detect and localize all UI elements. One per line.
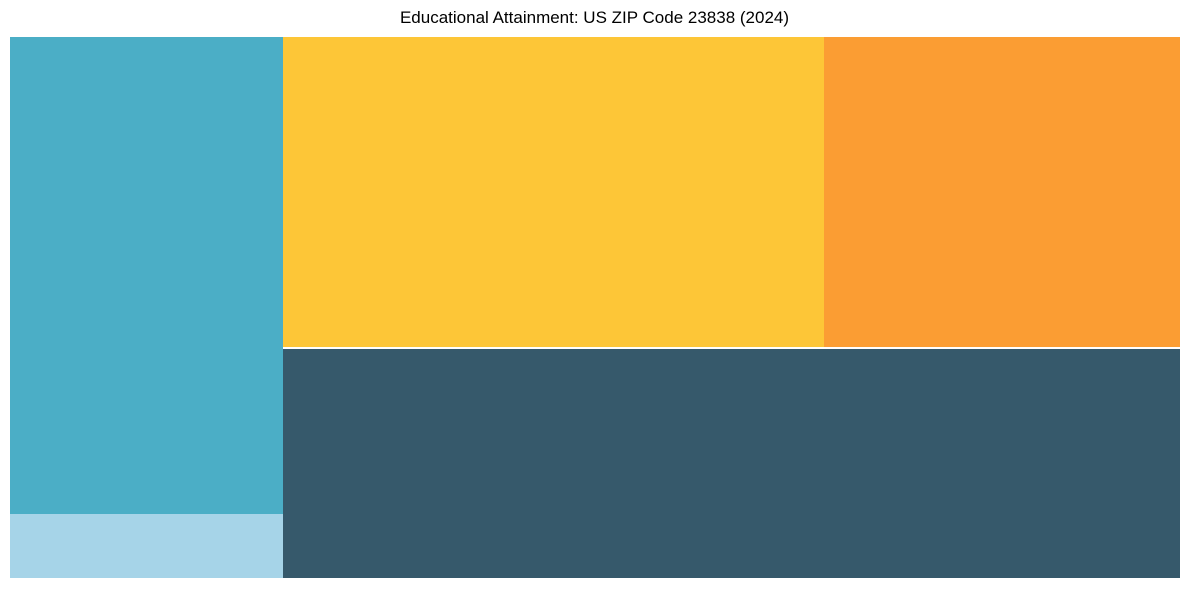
chart-title: Educational Attainment: US ZIP Code 2383… — [399, 8, 790, 27]
treemap-tile-light-blue[interactable] — [10, 514, 283, 578]
treemap-tile-yellow[interactable] — [283, 37, 824, 347]
treemap-tile-orange[interactable] — [824, 37, 1180, 347]
treemap-tile-teal[interactable] — [10, 37, 283, 514]
treemap-tile-slate[interactable] — [283, 349, 1180, 578]
